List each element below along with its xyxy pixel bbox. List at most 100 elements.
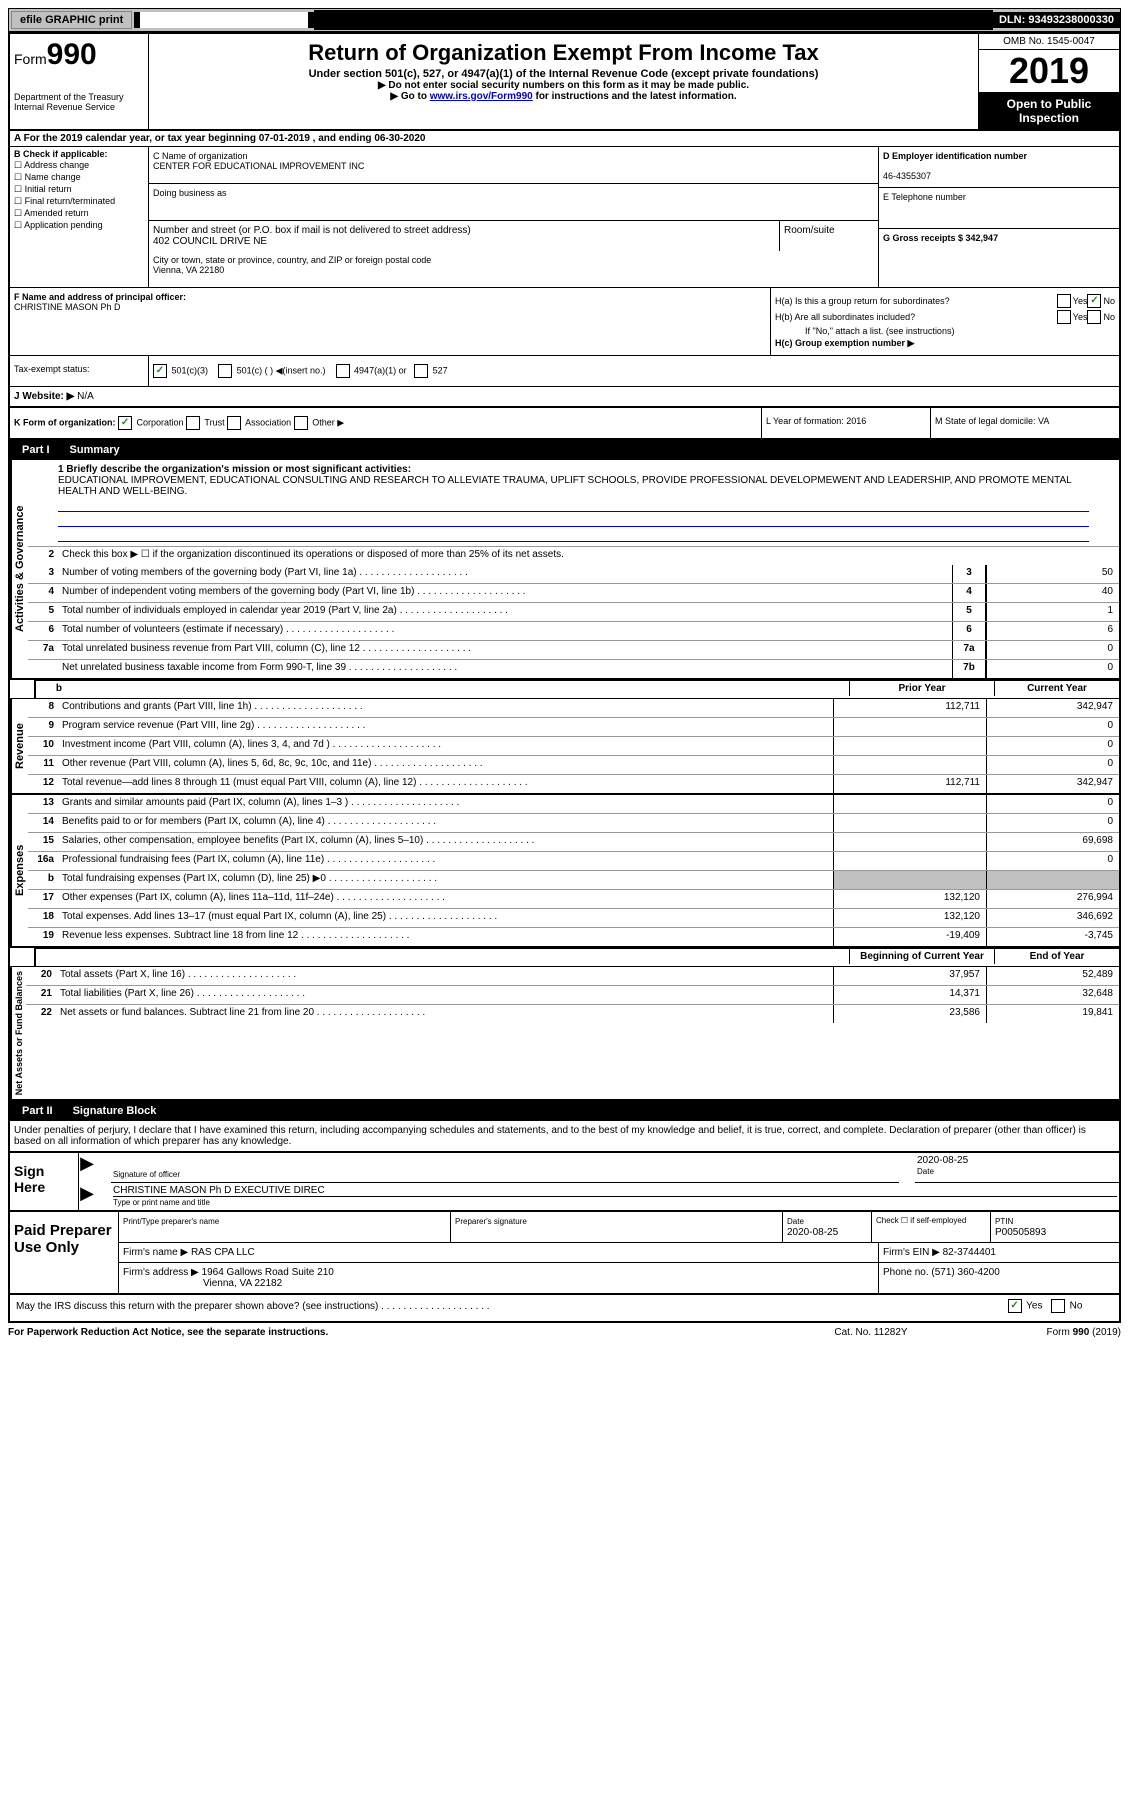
summary-line-row: 6Total number of volunteers (estimate if… — [28, 621, 1119, 640]
p-sig-cell: Preparer's signature — [451, 1212, 783, 1242]
irs-discuss-answer: Yes No — [975, 1299, 1115, 1317]
check-final-return[interactable]: Final return/terminated — [14, 196, 144, 207]
preparer-row3: Firm's address ▶ 1964 Gallows Road Suite… — [119, 1263, 1119, 1293]
col-f-officer: F Name and address of principal officer:… — [10, 288, 771, 355]
k-label: K Form of organization: — [14, 417, 116, 427]
firm-addr1: 1964 Gallows Road Suite 210 — [202, 1267, 334, 1278]
dept-treasury: Department of the Treasury — [14, 92, 144, 102]
prior-year-value: 14,371 — [833, 986, 986, 1004]
p-check-cell: Check ☐ if self-employed — [872, 1212, 991, 1242]
501c-checkbox[interactable] — [218, 364, 232, 378]
sig-officer-cell: Signature of officer — [111, 1153, 899, 1183]
k-assoc-checkbox[interactable] — [227, 416, 241, 430]
row-a-tax-year: A For the 2019 calendar year, or tax yea… — [10, 131, 1119, 147]
instructions-link[interactable]: www.irs.gov/Form990 — [430, 91, 533, 102]
sig-date-label: Date — [917, 1167, 934, 1176]
efile-print-button[interactable]: efile GRAPHIC print — [11, 11, 132, 29]
line-num: 15 — [28, 833, 60, 851]
summary-line-row: 9Program service revenue (Part VIII, lin… — [28, 717, 1119, 736]
line-num: 22 — [26, 1005, 58, 1023]
ein-row: D Employer identification number 46-4355… — [879, 147, 1119, 188]
501c3-checkbox[interactable] — [153, 364, 167, 378]
k-corp-checkbox[interactable] — [118, 416, 132, 430]
c-label: C Name of organization — [153, 151, 874, 161]
line-text: Total number of individuals employed in … — [60, 603, 952, 621]
city-value: Vienna, VA 22180 — [153, 265, 874, 275]
submission-date-label: Submission Date - 2020-08-25 — [140, 12, 307, 28]
form-title: Return of Organization Exempt From Incom… — [153, 40, 974, 66]
sig-officer-label: Signature of officer — [113, 1170, 180, 1179]
mission-text: EDUCATIONAL IMPROVEMENT, EDUCATIONAL CON… — [58, 475, 1071, 497]
hb-no-label: No — [1103, 312, 1115, 322]
line-text: Total number of volunteers (estimate if … — [60, 622, 952, 640]
k-trust-checkbox[interactable] — [186, 416, 200, 430]
form-container: Form990 Department of the Treasury Inter… — [8, 32, 1121, 1323]
g-label: G Gross receipts $ 342,947 — [883, 233, 998, 243]
sig-date-value: 2020-08-25 — [917, 1155, 1117, 1166]
ein-value: 46-4355307 — [883, 171, 931, 181]
firm-ein-label: Firm's EIN ▶ — [883, 1247, 940, 1258]
prior-year-value — [833, 852, 986, 870]
k-other-checkbox[interactable] — [294, 416, 308, 430]
527-checkbox[interactable] — [414, 364, 428, 378]
line-box: 7a — [952, 641, 986, 659]
check-name-change[interactable]: Name change — [14, 172, 144, 183]
part1-label: Part I — [10, 440, 62, 460]
check-application-pending[interactable]: Application pending — [14, 220, 144, 231]
paid-preparer-content: Print/Type preparer's name Preparer's si… — [119, 1212, 1119, 1293]
page-footer: For Paperwork Reduction Act Notice, see … — [8, 1323, 1121, 1342]
irs-discuss-no-checkbox[interactable] — [1051, 1299, 1065, 1313]
footer-mid: Cat. No. 11282Y — [771, 1327, 971, 1338]
line-box: 3 — [952, 565, 986, 583]
irs-discuss-yes-checkbox[interactable] — [1008, 1299, 1022, 1313]
4947-checkbox[interactable] — [336, 364, 350, 378]
header-spacer — [68, 681, 849, 696]
dln-label: DLN: 93493238000330 — [993, 12, 1120, 28]
summary-line-row: 19Revenue less expenses. Subtract line 1… — [28, 927, 1119, 946]
b-label-cell: b — [36, 681, 68, 696]
col-h-group: H(a) Is this a group return for subordin… — [771, 288, 1119, 355]
prior-year-value: 112,711 — [833, 775, 986, 793]
line-text: Total fundraising expenses (Part IX, col… — [60, 871, 833, 889]
city-label: City or town, state or province, country… — [153, 255, 874, 265]
check-initial-return[interactable]: Initial return — [14, 184, 144, 195]
ha-no-checkbox[interactable] — [1087, 294, 1101, 308]
line-num: 13 — [28, 795, 60, 813]
line-box: 4 — [952, 584, 986, 602]
prior-year-value: 112,711 — [833, 699, 986, 717]
tax-status-options: 501(c)(3) 501(c) ( ) ◀(insert no.) 4947(… — [149, 356, 1119, 386]
line1-label: 1 Briefly describe the organization's mi… — [58, 464, 411, 475]
k-corp-label: Corporation — [137, 417, 184, 427]
check-amended[interactable]: Amended return — [14, 208, 144, 219]
l-year-formation: L Year of formation: 2016 — [762, 408, 931, 438]
line-value: 0 — [986, 641, 1119, 659]
prior-year-value: -19,409 — [833, 928, 986, 946]
prior-year-value — [833, 718, 986, 736]
line-value: 40 — [986, 584, 1119, 602]
line-text: Total liabilities (Part X, line 26) — [58, 986, 833, 1004]
p-ptin-cell: PTIN P00505893 — [991, 1212, 1119, 1242]
line-num: 20 — [26, 967, 58, 985]
f-value: CHRISTINE MASON Ph D — [14, 302, 121, 312]
p-ptin-label: PTIN — [995, 1217, 1013, 1226]
4947-label: 4947(a)(1) or — [354, 365, 407, 375]
ha-yes-checkbox[interactable] — [1057, 294, 1071, 308]
dba-row: Doing business as — [149, 184, 878, 221]
p-date-label: Date — [787, 1217, 804, 1226]
netassets-content: 20Total assets (Part X, line 16)37,95752… — [26, 967, 1119, 1099]
hb-no-checkbox[interactable] — [1087, 310, 1101, 324]
line-num: 21 — [26, 986, 58, 1004]
line-text: Total revenue—add lines 8 through 11 (mu… — [60, 775, 833, 793]
line-text: Benefits paid to or for members (Part IX… — [60, 814, 833, 832]
omb-number: OMB No. 1545-0047 — [979, 34, 1119, 50]
sig-date-cell: 2020-08-25 Date — [915, 1153, 1119, 1183]
line-text: Net unrelated business taxable income fr… — [60, 660, 952, 678]
prior-year-value — [833, 756, 986, 774]
check-address-change[interactable]: Address change — [14, 160, 144, 171]
current-year-value: 0 — [986, 852, 1119, 870]
header-mid-col: Return of Organization Exempt From Incom… — [149, 34, 978, 129]
hb-yes-checkbox[interactable] — [1057, 310, 1071, 324]
sign-here-content: ▶ Signature of officer 2020-08-25 Date ▶… — [79, 1153, 1119, 1210]
current-year-value: -3,745 — [986, 928, 1119, 946]
part1-title: Summary — [62, 440, 1119, 460]
